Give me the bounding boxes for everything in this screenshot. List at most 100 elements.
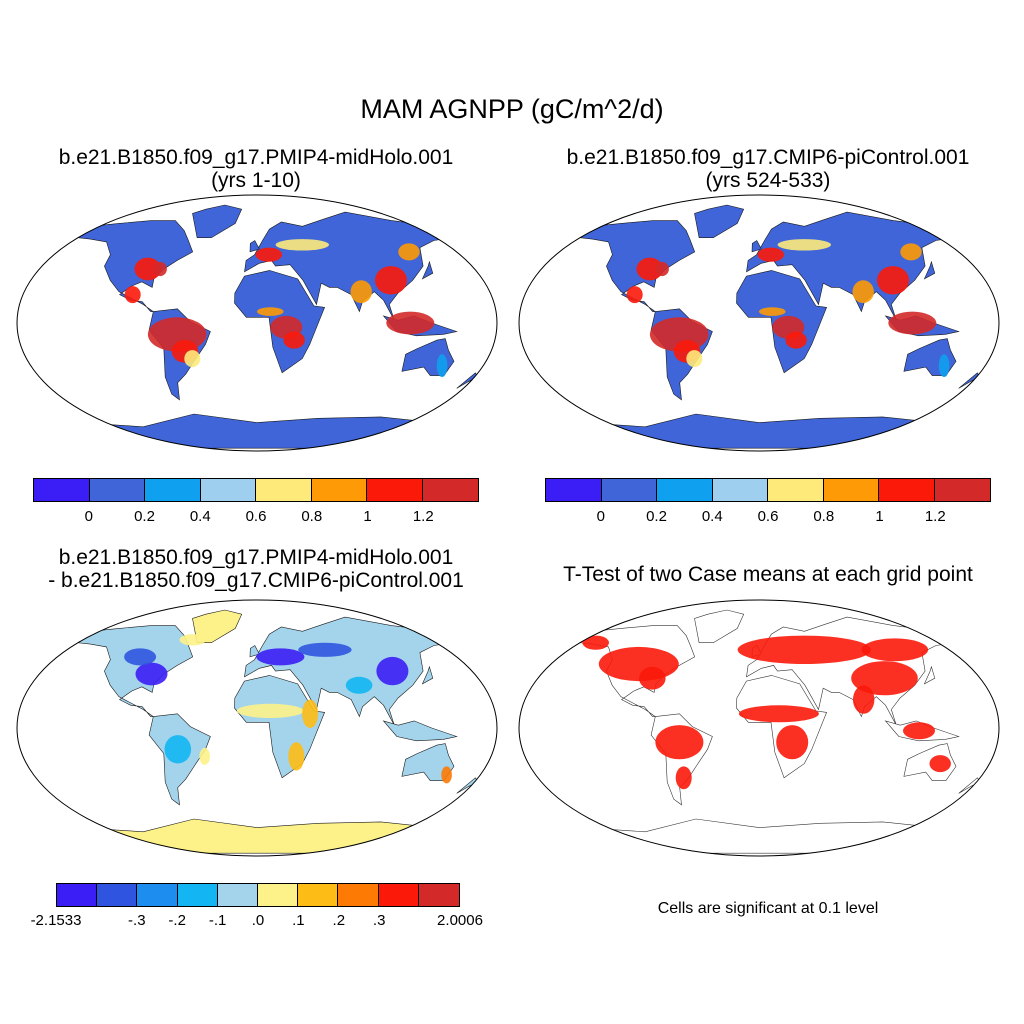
- colorbar-swatch: [311, 479, 367, 501]
- landmass-nz: [456, 777, 479, 794]
- colorbar-tick-label: 1.2: [412, 508, 434, 525]
- landmass-antarctica: [581, 413, 938, 449]
- colorbar-tick-label: 0: [596, 508, 605, 525]
- field-region: [134, 257, 162, 281]
- map-top-right: [518, 194, 1000, 452]
- colorbar-swatch: [34, 479, 90, 501]
- field-region: [386, 311, 435, 335]
- field-region: [776, 725, 809, 760]
- field-region: [655, 261, 669, 277]
- colorbar-swatch: [217, 884, 258, 906]
- field-region: [626, 286, 643, 304]
- colorbar-swatch: [367, 479, 423, 501]
- landmass-uk: [249, 645, 260, 658]
- colorbar-swatch: [657, 479, 713, 501]
- field-region: [257, 307, 284, 316]
- field-region: [675, 766, 692, 790]
- field-region: [302, 699, 319, 728]
- landmass-eurasia: [244, 211, 454, 321]
- field-region: [861, 638, 929, 662]
- field-region: [639, 666, 666, 690]
- colorbar-tick-label: 0: [84, 508, 93, 525]
- field-region: [853, 685, 875, 714]
- colorbar-swatch: [256, 479, 312, 501]
- field-region: [164, 735, 192, 764]
- colorbar-tick-label: 0.8: [813, 508, 835, 525]
- colorbar-swatch: [89, 479, 145, 501]
- field-region: [598, 646, 679, 682]
- colorbar-labels-top-right: 0 0.2 0.4 0.6 0.8 1 1.2: [545, 508, 991, 528]
- field-region: [757, 247, 785, 262]
- panel-title-line2: (yrs 1-10): [211, 169, 301, 192]
- field-region: [199, 747, 210, 765]
- colorbar-swatch: [145, 479, 201, 501]
- field-region: [135, 662, 168, 686]
- landmass-eurasia: [746, 211, 956, 321]
- landmass-uk: [249, 240, 260, 253]
- field-region: [929, 755, 951, 773]
- panel-title-top-right: b.e21.B1850.f09_g17.CMIP6-piControl.001 …: [512, 146, 1024, 192]
- landmass-nz: [958, 777, 981, 794]
- field-region: [903, 722, 935, 740]
- colorbar-swatch: [418, 884, 459, 906]
- map-bottom-right: [518, 599, 1000, 857]
- significance-note: Cells are significant at 0.1 level: [657, 900, 879, 917]
- field-region: [283, 331, 305, 349]
- colorbar-tick-label: .1: [292, 912, 305, 929]
- map-border: [16, 599, 498, 857]
- colorbar-swatch: [200, 479, 256, 501]
- field-region: [275, 239, 329, 251]
- colorbar-tick-label: 2.0006: [437, 912, 483, 929]
- colorbar-swatch: [97, 884, 138, 906]
- colorbar-tick-label: 0.4: [701, 508, 723, 525]
- colorbar-tick-label: 0.4: [189, 508, 211, 525]
- colorbar-swatch: [137, 884, 178, 906]
- colorbar-tick-label: .3: [372, 912, 386, 929]
- field-region: [877, 266, 909, 295]
- colorbar-swatch: [712, 479, 768, 501]
- landmass-antarctica: [581, 818, 938, 854]
- field-region: [256, 648, 305, 666]
- field-region: [900, 243, 922, 261]
- landmass-japan: [923, 665, 936, 685]
- colorbar-tick-label: 1.2: [924, 508, 946, 525]
- colorbar-swatch: [934, 479, 990, 501]
- field-region: [298, 642, 352, 657]
- landmass-eurasia: [244, 616, 454, 726]
- colorbar-swatch: [823, 479, 879, 501]
- landmass-antarctica: [79, 818, 436, 854]
- panel-title-line2: (yrs 524-533): [705, 169, 831, 192]
- colorbar-tick-label: -2.1533: [30, 912, 82, 929]
- colorbar-swatch: [177, 884, 218, 906]
- colorbar-tick-label: 1: [363, 508, 372, 525]
- field-region: [852, 280, 874, 304]
- field-region: [785, 331, 807, 349]
- field-region: [255, 247, 283, 262]
- field-region: [436, 354, 448, 378]
- field-region: [777, 239, 831, 251]
- landmass-uk: [751, 240, 762, 253]
- landmass-greenland: [694, 204, 745, 238]
- field-region: [441, 766, 452, 784]
- colorbar-tick-label: 0.8: [301, 508, 323, 525]
- map-top-left: [16, 194, 498, 452]
- map-bottom-left: [16, 599, 498, 857]
- colorbar-labels-bottom-left: -2.1533 -.3 -.2 -.1 .0 .1 .2 .3 2.0006: [31, 912, 483, 932]
- colorbar-tick-label: -.2: [168, 912, 186, 929]
- colorbar-swatch: [601, 479, 657, 501]
- panel-title-line2: - b.e21.B1850.f09_g17.CMIP6-piControl.00…: [48, 569, 464, 592]
- field-region: [655, 725, 704, 760]
- colorbar-swatch: [298, 884, 339, 906]
- colorbar-swatch: [546, 479, 602, 501]
- map-border: [518, 194, 1000, 452]
- colorbar-swatch: [338, 884, 379, 906]
- panel-title-line1: T-Test of two Case means at each grid po…: [563, 563, 973, 586]
- field-region: [686, 350, 703, 368]
- landmass-nz: [958, 372, 981, 389]
- field-region: [738, 705, 819, 723]
- colorbar-tick-label: .0: [251, 912, 265, 929]
- panel-title-line1: b.e21.B1850.f09_g17.PMIP4-midHolo.001: [58, 546, 454, 569]
- colorbar-tick-label: -.3: [128, 912, 146, 929]
- colorbar-top-left: [33, 478, 479, 502]
- field-region: [124, 286, 141, 304]
